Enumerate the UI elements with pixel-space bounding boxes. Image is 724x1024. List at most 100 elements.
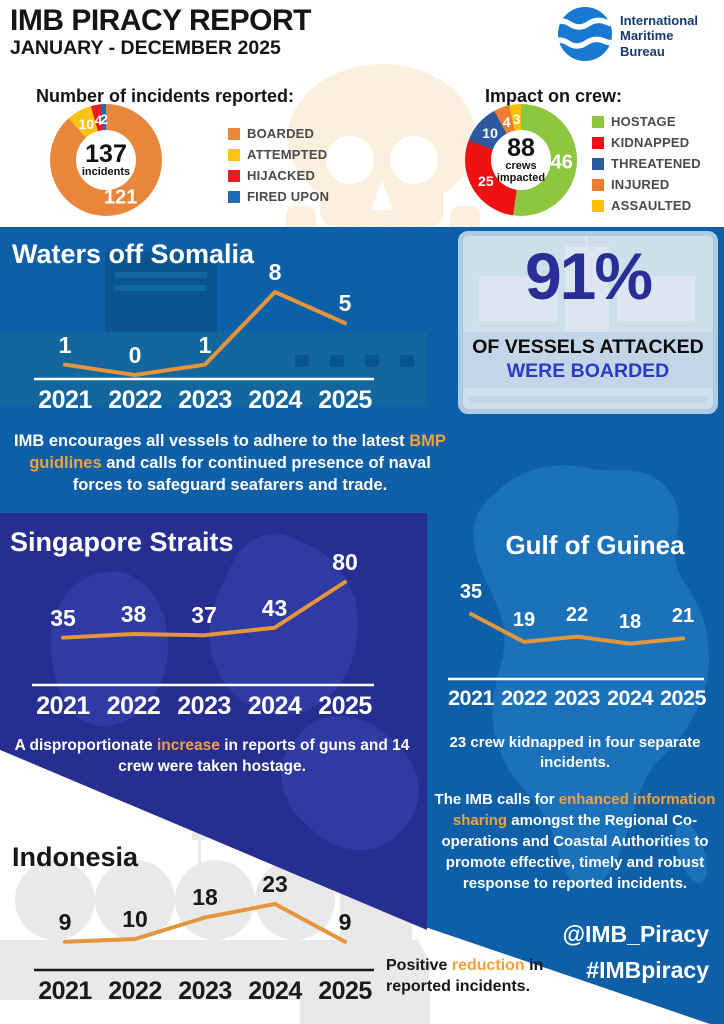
legend-swatch [592,199,604,212]
chart-value-label: 38 [120,600,147,627]
incidents-total-label: incidents [81,165,131,178]
incidents-heading: Number of incidents reported: [36,86,295,106]
singapore-note-highlight: increase [156,737,220,754]
indonesia-note: Positive reduction in reported incidents… [386,957,544,995]
incidents-donut-chart: 137 incidents 121 10 4 2 [50,104,162,216]
indonesia-title: Indonesia [12,842,139,872]
chart-year-label: 2022 [108,977,162,1005]
chart-value-label: 18 [618,610,642,633]
chart-value-label: 1 [58,331,72,358]
chart-year-label: 2023 [554,686,600,710]
stat-line-2: WERE BOARDED [506,360,670,382]
legend-swatch [592,136,604,149]
chart-year-label: 2022 [501,686,547,710]
guinea-note-highlight: enhanced information sharing [452,791,716,829]
legend-row: HOSTAGE [592,114,701,129]
somalia-note: IMB encourages all vessels to adhere to … [14,432,446,494]
chart-year-label: 2024 [607,686,653,710]
legend-row: INJURED [592,177,701,192]
legend-row: HIJACKED [228,168,329,183]
chart-year-label: 2022 [106,692,161,720]
chart-value-label: 9 [58,908,72,935]
crew-donut-chart: 88 crews impacted 46 25 10 4 3 [465,104,577,216]
somalia-line-chart: 1 2021 0 2022 1 2023 8 2024 5 2025 [30,259,380,420]
legend-label: INJURED [611,177,670,192]
chart-year-label: 2024 [248,977,302,1005]
africa-map-silhouette [473,465,709,889]
chart-value-label: 35 [50,604,76,631]
logo-line-3: Bureau [620,43,665,59]
imb-logo-icon [558,7,612,61]
twitter-handle: @IMB_Piracy [562,921,709,947]
legend-swatch [228,169,240,182]
legend-label: FIRED UPON [247,189,330,204]
incidents-legend: BOARDED ATTEMPTED HIJACKED FIRED UPON [228,126,330,211]
chart-year-label: 2021 [36,692,90,720]
donut-segment-value: 2 [100,111,109,128]
legend-label: THREATENED [611,156,701,171]
social-handles: @IMB_Piracy #IMBpiracy [487,917,709,988]
chart-value-label: 9 [338,908,352,935]
indonesia-note-highlight: reduction [451,957,525,974]
chart-year-label: 2025 [318,977,372,1005]
chart-value-label: 19 [512,608,536,631]
boarded-percentage: 91% [524,239,653,313]
incidents-total: 137 [85,139,127,168]
donut-segment-value: 4 [502,113,511,130]
chart-value-label: 80 [332,549,358,575]
chart-value-label: 43 [261,594,288,621]
line-chart-canvas [34,902,374,972]
singapore-title: Singapore Straits [10,527,234,557]
donut-segment-value: 10 [78,116,95,133]
guinea-note-2: The IMB calls for enhanced information s… [434,791,716,892]
imb-logo-text: International Maritime Bureau [620,13,698,59]
chart-value-label: 21 [671,605,695,628]
legend-label: BOARDED [247,126,315,141]
guinea-title: Gulf of Guinea [505,530,685,560]
singapore-line-chart: 35 2021 38 2022 37 2023 43 2024 80 2025 [28,549,380,726]
crew-legend: HOSTAGE KIDNAPPED THREATENED INJURED ASSAULT… [592,114,701,220]
logo-line-1: International [620,13,699,28]
chart-year-label: 2021 [38,386,92,414]
legend-label: HIJACKED [247,168,316,183]
chart-value-label: 10 [122,906,148,933]
line-chart-canvas [32,580,374,687]
legend-row: ASSAULTED [592,198,701,213]
stat-line-1: OF VESSELS ATTACKED [472,336,704,358]
chart-year-label: 2021 [38,977,92,1005]
donut-segment-value: 4 [94,111,103,128]
chart-year-label: 2023 [177,692,231,720]
chart-year-label: 2025 [318,692,372,720]
legend-row: KIDNAPPED [592,135,701,150]
donut-segment-value: 46 [550,151,573,174]
crew-total: 88 [507,133,535,162]
chart-year-label: 2021 [448,686,494,710]
crew-total-label: crews impacted [496,159,546,184]
donut-hole [76,130,136,190]
legend-row: FIRED UPON [228,189,330,204]
line-chart-canvas [34,290,374,381]
legend-row: ATTEMPTED [228,147,329,162]
chart-value-label: 0 [128,342,142,368]
ship-hull-silhouette [0,332,460,405]
chart-value-label: 8 [268,259,282,285]
chart-value-label: 23 [262,871,288,897]
chart-year-label: 2023 [178,386,232,414]
crew-heading: Impact on crew: [485,86,623,106]
legend-swatch [228,127,240,140]
somalia-note-highlight: BMP guidlines [29,432,446,472]
legend-row: BOARDED [228,126,329,141]
chart-value-label: 22 [565,603,589,626]
page-title: IMB PIRACY REPORT [10,4,311,37]
logo-line-2: Maritime [620,28,674,44]
donut-segment-value: 3 [512,111,521,128]
ship-graphic [565,246,609,332]
legend-swatch [592,115,604,128]
chart-year-label: 2023 [178,977,232,1005]
chart-value-label: 35 [459,581,483,603]
chart-year-label: 2022 [108,386,162,414]
chart-value-label: 37 [191,602,217,629]
chart-year-label: 2024 [248,386,302,414]
legend-swatch [592,157,604,170]
